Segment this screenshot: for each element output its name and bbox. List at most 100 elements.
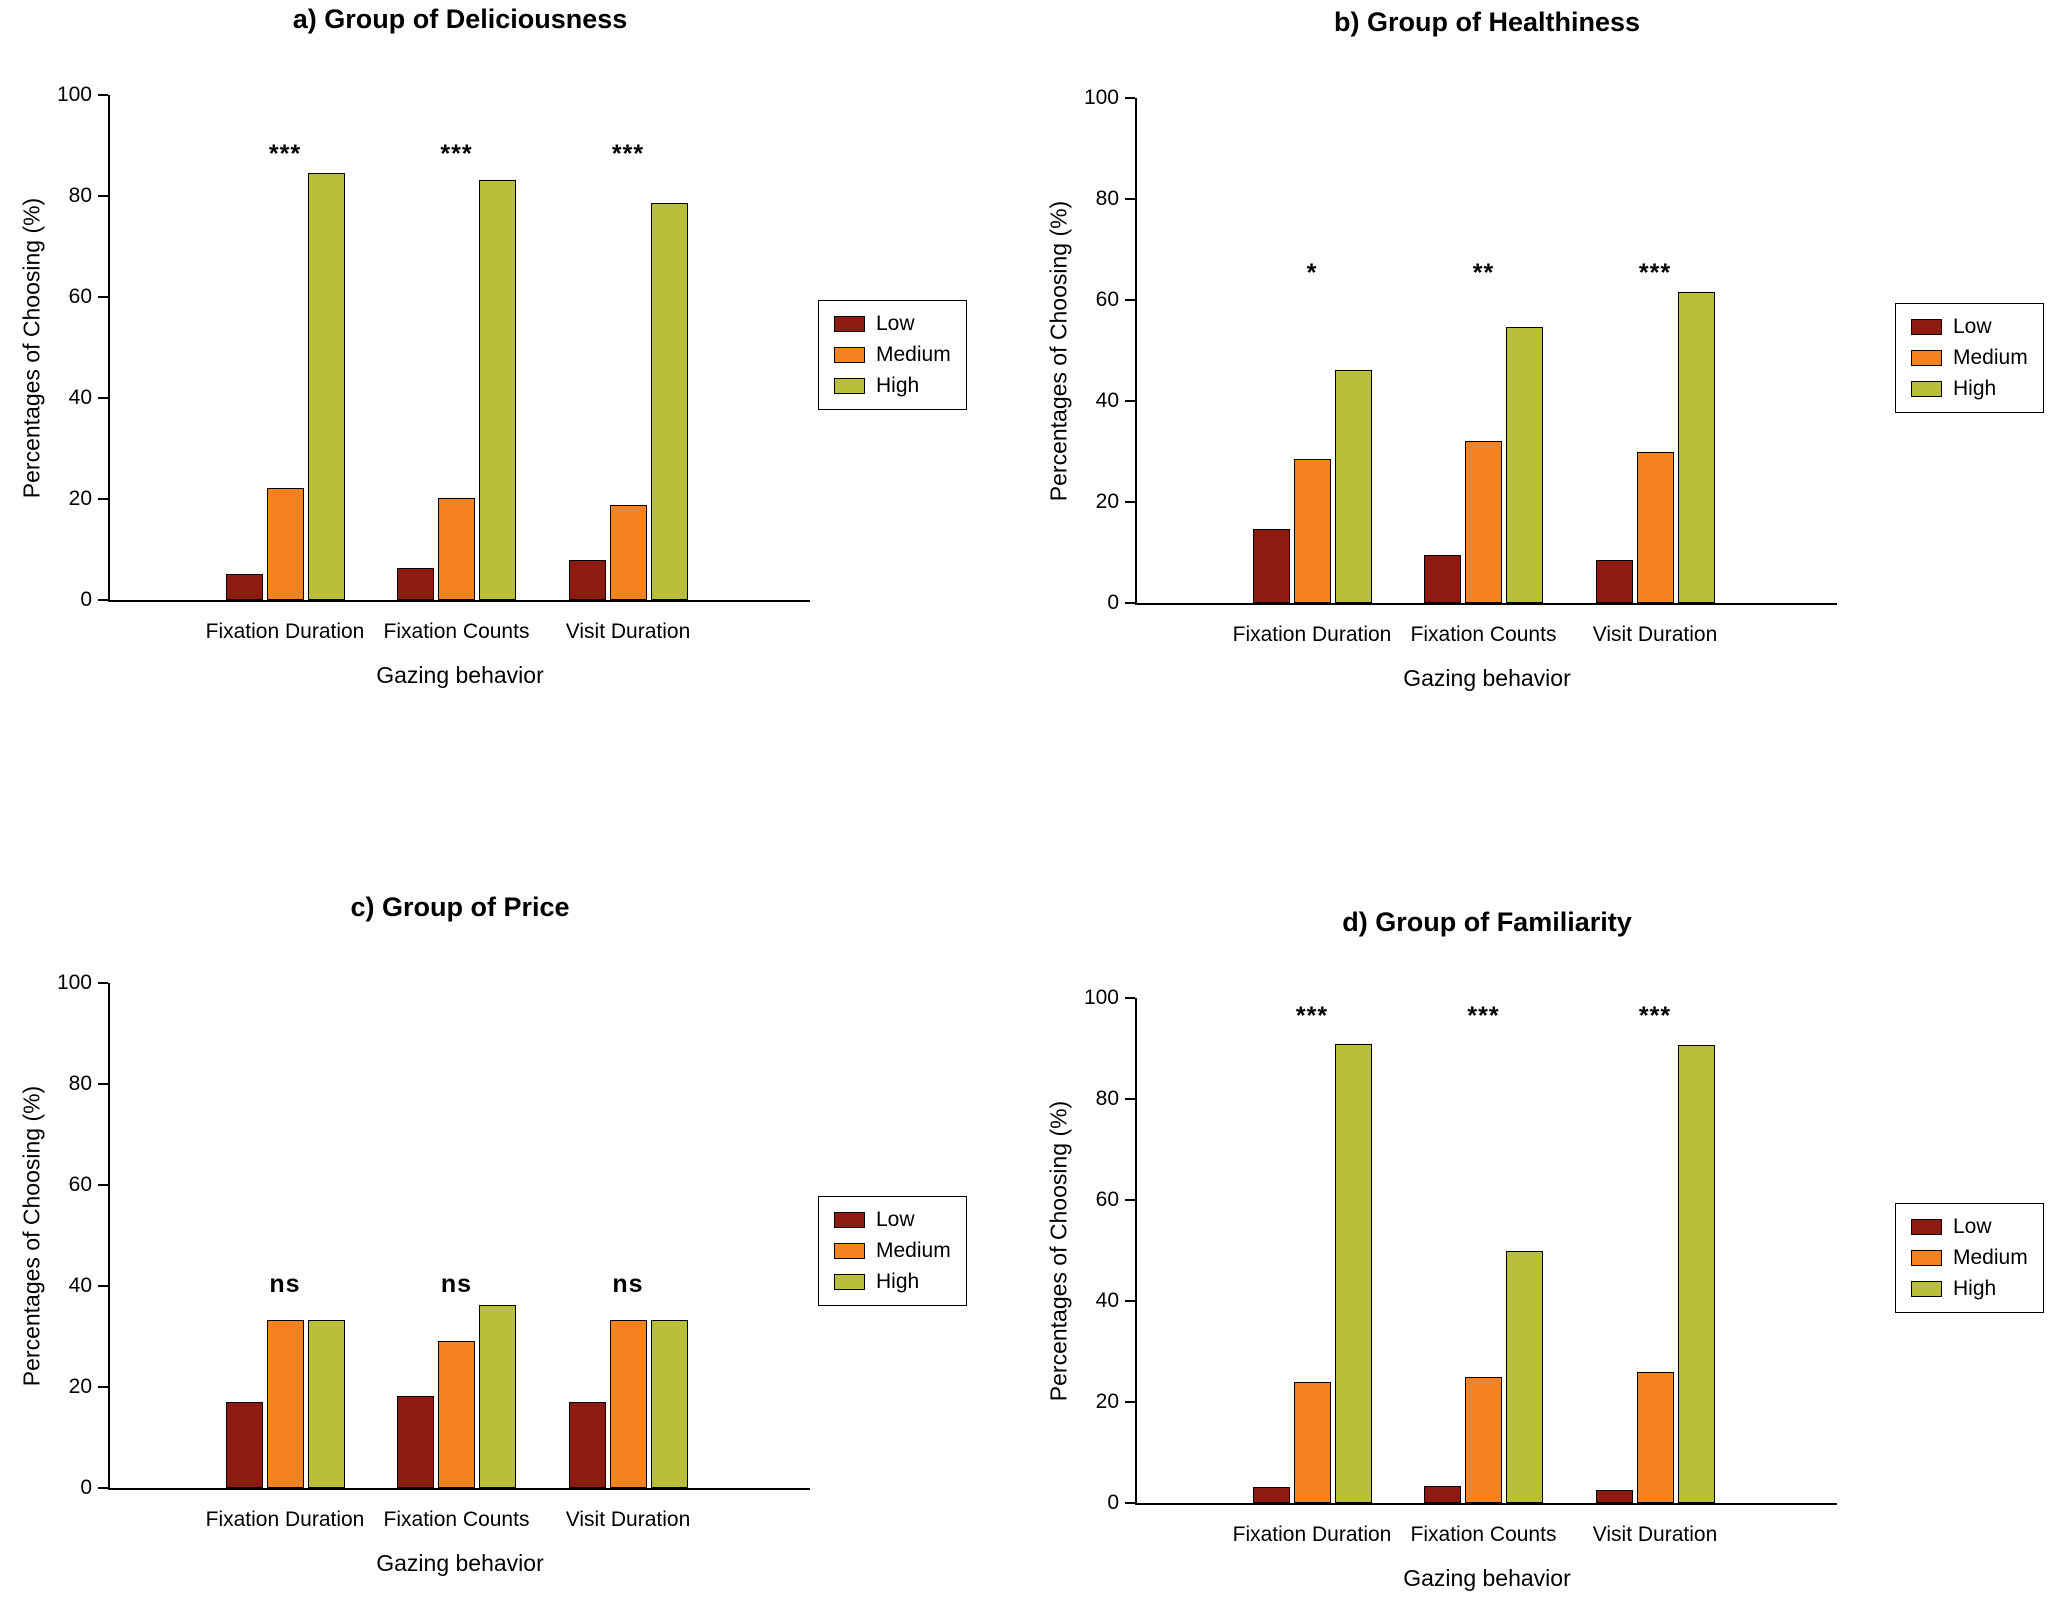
y-tick-mark (98, 1386, 108, 1388)
y-tick-mark (98, 1184, 108, 1186)
bar-low-3 (1595, 559, 1633, 603)
bar-low-2 (1424, 554, 1461, 603)
legend-item-low: Low (834, 1208, 951, 1232)
y-tick-mark (1125, 1401, 1135, 1403)
y-tick-label: 100 (56, 83, 92, 106)
x-tick-label: Visit Duration (565, 620, 691, 643)
y-tick-label: 20 (68, 487, 92, 510)
bar-medium-2 (1465, 1377, 1502, 1503)
chart-title-a: a) Group of Deliciousness (292, 4, 628, 34)
bar-high-1 (1334, 1043, 1372, 1503)
chart-panel-c: c) Group of Price Percentages of Choosing… (0, 888, 1026, 1609)
bar-low-1 (1252, 529, 1290, 603)
legend-label: Low (876, 312, 915, 335)
legend-swatch-medium (1911, 350, 1942, 366)
y-axis-label: Percentages of Choosing (%) (18, 197, 45, 498)
bar-medium-2 (438, 498, 475, 600)
y-axis (1135, 98, 1137, 605)
y-tick-label: 80 (1095, 187, 1119, 210)
y-axis (1135, 998, 1137, 1505)
bar-high-3 (650, 1320, 688, 1488)
y-tick-label: 40 (68, 1274, 92, 1297)
y-tick-label: 60 (68, 1173, 92, 1196)
significance-marker: *** (611, 139, 645, 168)
y-tick-mark (98, 397, 108, 399)
bar-medium-3 (1636, 1371, 1674, 1503)
legend-item-high: High (834, 1270, 951, 1294)
bar-low-2 (1424, 1485, 1461, 1503)
bar-high-3 (1677, 1045, 1715, 1503)
x-axis-label: Gazing behavior (376, 662, 544, 688)
chart-title-c: c) Group of Price (350, 892, 570, 922)
y-tick-label: 0 (80, 588, 92, 611)
bar-high-2 (1506, 326, 1543, 603)
legend-label: Medium (1953, 1246, 2028, 1269)
x-tick-label: Visit Duration (1592, 1523, 1718, 1546)
y-tick-mark (98, 1487, 108, 1489)
y-tick-mark (98, 599, 108, 601)
legend-swatch-low (1911, 1219, 1942, 1235)
legend-item-high: High (1911, 377, 2028, 401)
legend-label: High (1953, 1277, 1997, 1300)
legend-item-low: Low (1911, 315, 2028, 339)
bar-high-1 (1334, 370, 1372, 603)
y-tick-label: 80 (68, 184, 92, 207)
legend-label: Medium (876, 1239, 951, 1262)
legend-item-medium: Medium (1911, 1246, 2028, 1270)
y-tick-label: 100 (56, 971, 92, 994)
legend-label: High (876, 374, 920, 397)
y-tick-mark (98, 195, 108, 197)
y-axis (108, 95, 110, 602)
y-tick-mark (98, 982, 108, 984)
y-tick-mark (1125, 198, 1135, 200)
bar-medium-1 (1293, 1382, 1331, 1503)
bar-high-2 (1506, 1251, 1543, 1503)
x-tick-label: Visit Duration (565, 1508, 691, 1531)
y-tick-label: 20 (1095, 490, 1119, 513)
y-tick-mark (1125, 501, 1135, 503)
significance-marker: *** (1295, 1002, 1329, 1031)
x-tick-label: Fixation Duration (205, 1508, 365, 1531)
chart-panel-b: b) Group of Healthiness Percentages of Ch… (1027, 3, 2053, 763)
y-tick-mark (1125, 400, 1135, 402)
x-axis (1135, 603, 1837, 605)
y-tick-mark (98, 498, 108, 500)
bar-medium-1 (266, 487, 304, 600)
x-tick-label: Fixation Duration (205, 620, 365, 643)
x-tick-label: Visit Duration (1592, 623, 1718, 646)
x-axis (108, 1488, 810, 1490)
significance-marker: ns (612, 1270, 644, 1298)
y-tick-mark (1125, 997, 1135, 999)
y-tick-mark (98, 1083, 108, 1085)
bar-low-3 (1595, 1489, 1633, 1503)
bar-high-1 (307, 1320, 345, 1488)
y-tick-label: 60 (1095, 288, 1119, 311)
y-tick-mark (1125, 1502, 1135, 1504)
legend-label: Low (1953, 315, 1992, 338)
y-tick-label: 0 (80, 1476, 92, 1499)
legend-label: Medium (1953, 346, 2028, 369)
y-tick-mark (1125, 602, 1135, 604)
x-tick-label: Fixation Duration (1232, 1523, 1392, 1546)
chart-panel-d: d) Group of Familiarity Percentages of Ch… (1027, 903, 2053, 1609)
bar-low-1 (225, 573, 263, 600)
legend-label: Low (1953, 1215, 1992, 1238)
bar-medium-1 (1293, 459, 1331, 603)
legend-item-medium: Medium (834, 343, 951, 367)
significance-marker: ns (440, 1270, 473, 1298)
significance-marker: ns (269, 1270, 301, 1298)
chart-title-d: d) Group of Familiarity (1342, 907, 1632, 937)
bar-low-2 (397, 567, 434, 600)
legend-label: High (1953, 377, 1997, 400)
legend-swatch-medium (834, 1243, 865, 1259)
bar-medium-2 (438, 1340, 475, 1488)
legend-label: Low (876, 1208, 915, 1231)
x-axis-label: Gazing behavior (1403, 1565, 1571, 1591)
significance-marker: *** (268, 139, 302, 168)
y-tick-label: 0 (1107, 591, 1119, 614)
legend-item-medium: Medium (1911, 346, 2028, 370)
bar-medium-2 (1465, 441, 1502, 603)
y-axis-label: Percentages of Choosing (%) (18, 1085, 45, 1386)
bar-low-2 (397, 1396, 434, 1488)
